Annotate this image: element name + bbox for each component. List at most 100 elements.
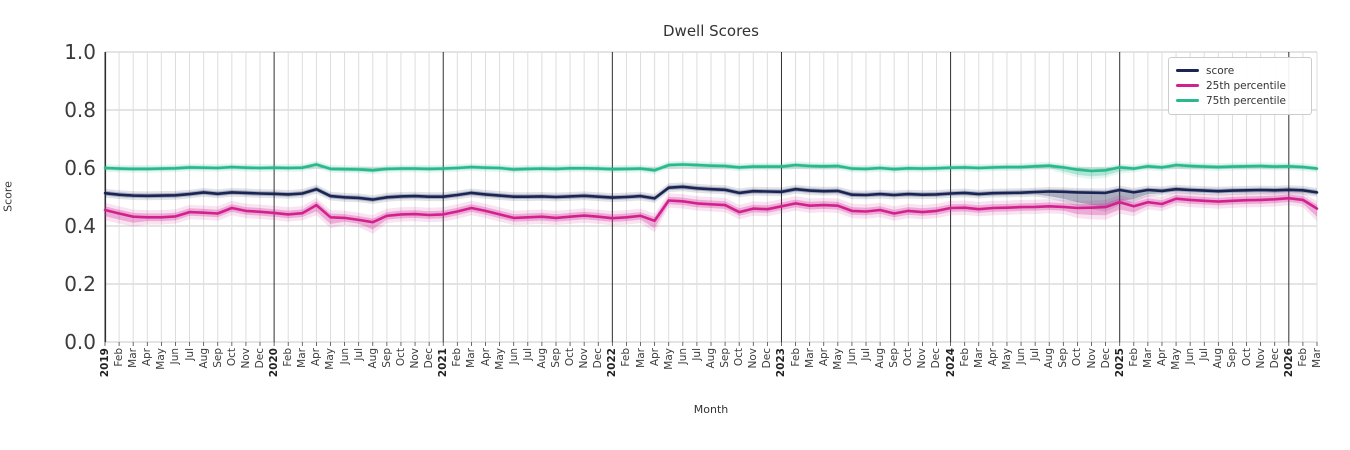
x-tick-label-month: Mar: [296, 348, 309, 368]
x-tick-label-month: May: [324, 348, 337, 370]
x-tick-label-month: Feb: [620, 348, 633, 367]
x-tick-label-year: 2024: [944, 348, 957, 378]
x-tick-label-month: Nov: [239, 348, 252, 369]
x-tick-label-month: Oct: [225, 348, 238, 367]
legend-item: 25th percentile: [1176, 78, 1302, 93]
x-tick-label-month: Dec: [930, 348, 943, 369]
x-tick-label-month: Aug: [197, 348, 210, 369]
x-tick-label-month: Dec: [254, 348, 267, 369]
x-tick-label-month: Jul: [352, 348, 365, 361]
x-tick-label-month: Nov: [916, 348, 929, 369]
x-tick-label-month: May: [493, 348, 506, 370]
x-tick-label-month: Aug: [1212, 348, 1225, 369]
legend-label: 25th percentile: [1206, 79, 1286, 92]
x-tick-label-month: Nov: [409, 348, 422, 369]
y-tick-label: 1.0: [64, 40, 96, 64]
x-tick-label-month: Apr: [1155, 348, 1168, 367]
legend-line-swatch: [1176, 99, 1199, 102]
x-tick-label-month: Feb: [1127, 348, 1140, 367]
x-tick-label-month: Feb: [789, 348, 802, 367]
x-tick-label-month: May: [662, 348, 675, 370]
plot-area: [103, 51, 1319, 346]
x-tick-label-month: Oct: [1071, 348, 1084, 367]
x-tick-label-month: May: [1000, 348, 1013, 370]
x-tick-label-month: Jun: [1015, 348, 1028, 365]
x-tick-label-month: Feb: [958, 348, 971, 367]
x-tick-label-month: Aug: [1043, 348, 1056, 369]
x-tick-label-month: Sep: [380, 348, 393, 368]
x-tick-label-month: Mar: [972, 348, 985, 368]
75th-percentile-outer-band: [105, 160, 1317, 180]
x-tick-label-month: Sep: [1226, 348, 1239, 368]
x-tick-label-month: Jul: [183, 348, 196, 361]
x-tick-label-month: Jun: [1184, 348, 1197, 365]
25th-percentile-outer-band: [105, 191, 1317, 234]
x-tick-label-month: Feb: [451, 348, 464, 367]
x-tick-label-month: Aug: [366, 348, 379, 369]
x-tick-label-year: 2020: [268, 348, 281, 378]
x-tick-label-month: Nov: [747, 348, 760, 369]
x-tick-label-month: Jun: [676, 348, 689, 365]
x-tick-label-month: Jul: [521, 348, 534, 361]
x-tick-label-month: Feb: [1296, 348, 1309, 367]
y-tick-label: 0.4: [64, 214, 96, 238]
x-tick-label-month: Jun: [507, 348, 520, 365]
chart-title: Dwell Scores: [663, 22, 759, 40]
y-tick-label: 0.8: [64, 98, 96, 122]
x-tick-label-month: Jun: [845, 348, 858, 365]
x-tick-label-month: Sep: [719, 348, 732, 368]
x-tick-label-month: Oct: [902, 348, 915, 367]
legend-item: score: [1176, 63, 1302, 78]
25th-percentile-line: [103, 196, 1319, 224]
25th-percentile-band: [105, 194, 1317, 230]
x-tick-label-month: Apr: [141, 348, 154, 367]
x-tick-label-month: Mar: [127, 348, 140, 368]
x-tick-label-month: Oct: [564, 348, 577, 367]
x-tick-label-year: 2025: [1113, 348, 1126, 378]
x-tick-label-month: Jun: [338, 348, 351, 365]
x-tick-label-month: Sep: [211, 348, 224, 368]
y-tick-label: 0.2: [64, 272, 96, 296]
x-tick-label-month: Sep: [549, 348, 562, 368]
x-tick-label-year: 2026: [1282, 348, 1295, 378]
x-tick-label-month: Apr: [648, 348, 661, 367]
75th-percentile-line: [103, 163, 1319, 173]
x-tick-label-month: Oct: [394, 348, 407, 367]
legend-label: score: [1206, 64, 1235, 77]
x-tick-label-month: Jul: [860, 348, 873, 361]
legend-item: 75th percentile: [1176, 93, 1302, 108]
x-tick-label-month: Apr: [310, 348, 323, 367]
x-tick-label-month: Dec: [761, 348, 774, 369]
x-tick-label-month: May: [1170, 348, 1183, 370]
x-tick-label-month: Nov: [578, 348, 591, 369]
x-tick-label-month: Sep: [888, 348, 901, 368]
x-tick-label-year: 2023: [775, 348, 788, 378]
x-tick-label-month: Mar: [1141, 348, 1154, 368]
x-tick-label-month: Nov: [1254, 348, 1267, 369]
x-tick-label-month: May: [831, 348, 844, 370]
x-tick-label-month: Jul: [1198, 348, 1211, 361]
x-tick-label-month: May: [155, 348, 168, 370]
score-line: [103, 185, 1319, 201]
x-tick-label-month: Aug: [705, 348, 717, 369]
x-tick-label-month: Feb: [282, 348, 295, 367]
legend-line-swatch: [1176, 69, 1199, 72]
x-tick-label-month: Mar: [803, 348, 816, 368]
x-axis-label: Month: [693, 403, 729, 416]
x-tick-label-month: Sep: [1057, 348, 1070, 368]
x-tick-label-month: Apr: [817, 348, 830, 367]
x-tick-label-month: Dec: [1268, 348, 1281, 369]
x-tick-label-month: Aug: [535, 348, 548, 369]
x-tick-label-month: Feb: [113, 348, 126, 367]
legend-label: 75th percentile: [1206, 94, 1286, 107]
x-tick-label-month: Nov: [1085, 348, 1098, 369]
x-tick-label-month: Aug: [874, 348, 887, 369]
x-tick-label-month: Jun: [169, 348, 182, 365]
x-tick-label-year: 2019: [99, 348, 111, 378]
x-tick-label-month: Apr: [986, 348, 999, 367]
x-tick-label-month: Mar: [634, 348, 647, 368]
x-tick-label-month: Mar: [465, 348, 478, 368]
x-tick-label-month: Jul: [1029, 348, 1042, 361]
x-tick-label-month: Dec: [592, 348, 605, 369]
y-tick-label: 0.0: [64, 330, 96, 354]
